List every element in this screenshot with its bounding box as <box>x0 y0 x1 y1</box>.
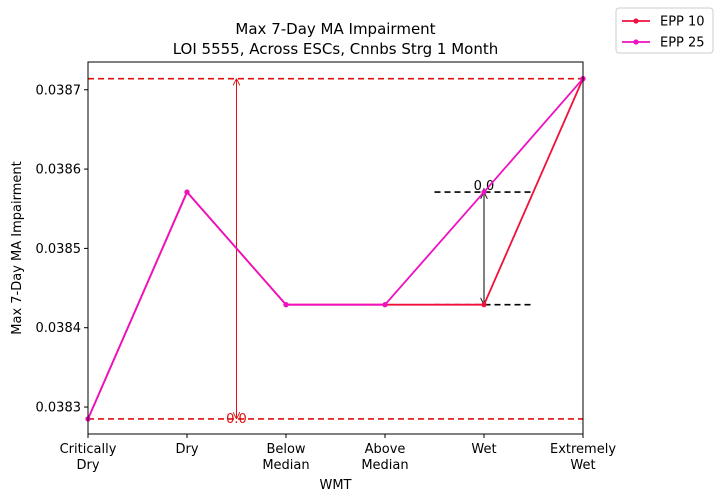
axes-layer: 0.0383 0.0384 0.0385 0.0386 0.0387 Critically… <box>36 83 617 473</box>
x-tick-label: Below <box>266 442 305 457</box>
series-line-epp-25 <box>87 78 584 420</box>
difference-label: 0.0 <box>474 179 495 194</box>
x-tick-label: Extremely <box>550 442 616 457</box>
data-point <box>283 302 289 308</box>
y-axis-label: Max 7-Day MA Impairment <box>10 161 25 334</box>
difference-label: 0.0 <box>226 412 247 427</box>
plot-content: 0.0 0.0 <box>85 76 586 427</box>
y-tick-label: 0.0387 <box>36 83 82 98</box>
y-tick-label: 0.0385 <box>36 242 82 257</box>
data-point <box>481 302 487 308</box>
x-tick-label: Median <box>262 458 309 473</box>
legend-marker <box>633 18 639 24</box>
y-tick-label: 0.0383 <box>36 401 82 416</box>
legend: EPP 10 EPP 25 <box>615 7 714 54</box>
x-tick-label: Median <box>361 458 408 473</box>
legend-label: EPP 25 <box>660 36 705 51</box>
x-tick-label: Wet <box>471 442 496 457</box>
data-point <box>481 189 487 195</box>
legend-marker <box>633 39 639 45</box>
x-tick-label: Critically <box>60 442 117 457</box>
y-tick-label: 0.0384 <box>36 321 82 336</box>
x-axis-label: WMT <box>319 478 351 493</box>
x-tick-label: Wet <box>570 458 595 473</box>
chart-title: Max 7-Day MA Impairment <box>235 20 435 38</box>
x-tick-label: Above <box>365 442 406 457</box>
legend-label: EPP 10 <box>660 15 705 30</box>
x-tick-label: Dry <box>175 442 198 457</box>
data-point <box>184 189 190 195</box>
y-tick-label: 0.0386 <box>36 163 82 178</box>
chart-subtitle: LOI 5555, Across ESCs, Cnnbs Strg 1 Mont… <box>173 40 499 58</box>
x-tick-label: Dry <box>76 458 99 473</box>
data-point <box>382 302 388 308</box>
